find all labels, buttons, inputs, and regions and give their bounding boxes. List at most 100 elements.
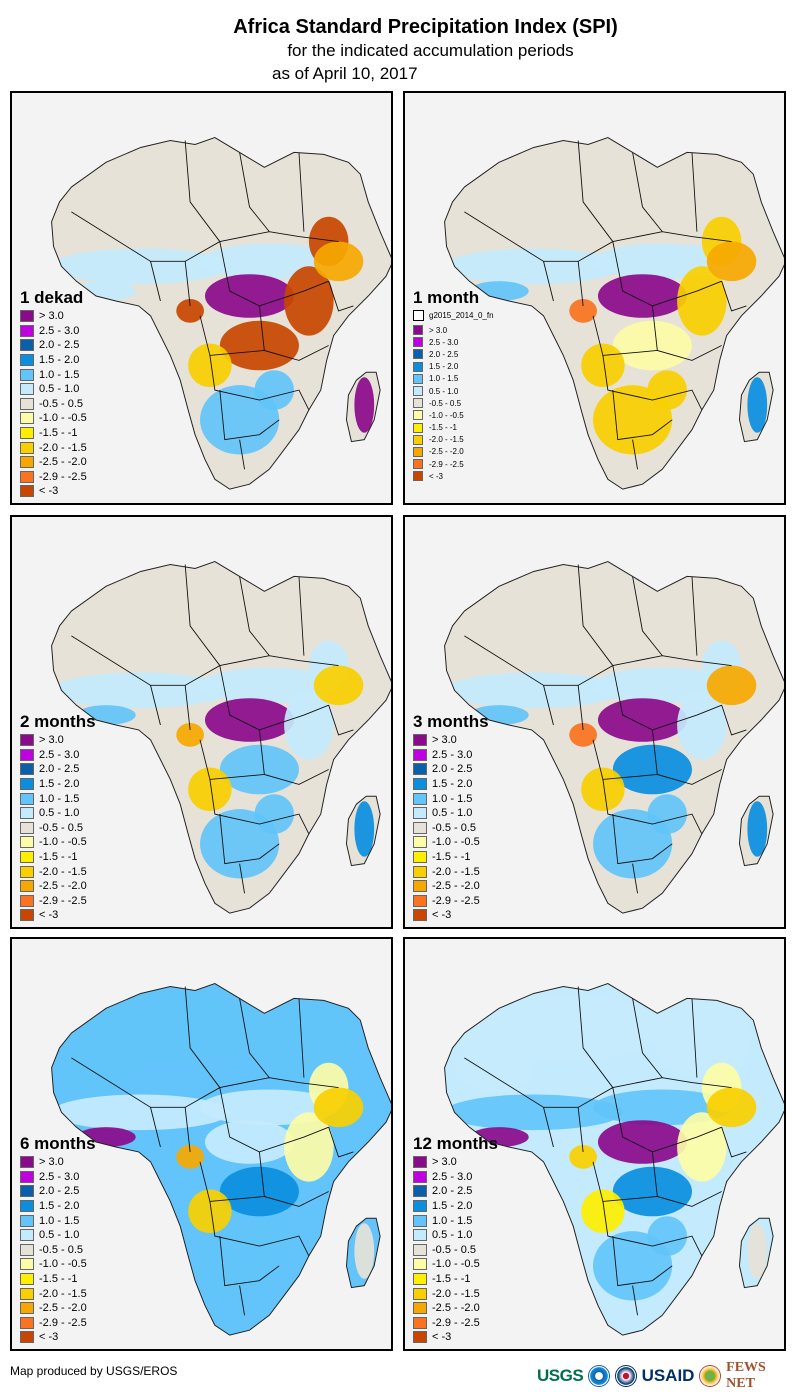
- spi-region-angola: [581, 1189, 625, 1234]
- spi-region-horn: [706, 665, 757, 706]
- spi-region-gabon: [569, 298, 597, 323]
- country-border: [219, 390, 280, 441]
- legend-label: 0.5 - 1.0: [432, 1229, 473, 1242]
- legend: 1 month g2015_2014_0_fn > 3.0 2.5 - 3.0 2.0 …: [413, 289, 494, 482]
- legend-label: -2.9 - -2.5: [429, 459, 464, 469]
- legend-label: 1.0 - 1.5: [39, 1214, 80, 1227]
- legend-swatch: [413, 894, 427, 907]
- legend-swatch: [20, 1331, 34, 1344]
- spi-region-southern: [647, 1216, 688, 1256]
- page-subtitle: for the indicated accumulation periods: [287, 41, 574, 60]
- legend-swatch: [413, 349, 423, 360]
- map-panel-1-dekad: 1 dekad > 3.0 2.5 - 3.0 2.0 - 2.5 1.5 - 2.0 1…: [10, 91, 393, 505]
- legend-item: > 3.0: [20, 309, 87, 324]
- spi-region-sahel: [444, 248, 623, 285]
- legend-item: -0.5 - 0.5: [20, 397, 87, 412]
- spi-region-gabon: [176, 1144, 204, 1169]
- legend-label: -2.0 - -1.5: [39, 865, 87, 878]
- legend-label: 2.5 - 3.0: [432, 1170, 473, 1183]
- legend-label: -2.0 - -1.5: [429, 435, 464, 445]
- legend-swatch: [413, 398, 423, 409]
- country-border: [239, 998, 270, 1078]
- spi-region-north: [454, 1042, 534, 1093]
- legend-item: 0.5 - 1.0: [20, 806, 96, 821]
- legend-label: > 3.0: [429, 325, 448, 335]
- legend-swatch: [20, 368, 34, 381]
- country-border: [721, 705, 747, 736]
- legend-label: 1.0 - 1.5: [432, 792, 473, 805]
- legend-item: -1.5 - -1: [413, 422, 494, 434]
- legend-item: 0.5 - 1.0: [20, 382, 87, 397]
- legend-swatch: [20, 836, 34, 849]
- legend-swatch: [413, 1287, 427, 1300]
- legend-item: > 3.0: [413, 1155, 498, 1170]
- legend-item: 2.0 - 2.5: [413, 348, 494, 360]
- africa-map: [444, 561, 784, 914]
- legend-label: -1.5 - -1: [432, 1273, 471, 1286]
- legend-item: -2.5 - -2.0: [413, 1301, 498, 1316]
- spi-region-madagascar: [354, 801, 375, 857]
- legend-item: -0.5 - 0.5: [413, 1243, 498, 1258]
- country-border: [258, 305, 329, 361]
- legend-item: -2.0 - -1.5: [413, 1286, 498, 1301]
- legend-label: -2.9 - -2.5: [39, 1316, 87, 1329]
- legend-label: -1.0 - -0.5: [432, 1258, 480, 1271]
- country-border: [577, 140, 614, 242]
- legend-swatch: [413, 851, 427, 864]
- spi-region-north: [259, 576, 359, 656]
- spi-region-southern: [254, 370, 295, 410]
- spi-region-east: [284, 690, 334, 760]
- legend-swatch: [20, 1200, 34, 1213]
- country-border: [184, 1107, 191, 1152]
- legend-item: -2.0 - -1.5: [20, 864, 96, 879]
- fewsnet-globe-icon: [699, 1365, 722, 1387]
- legend-swatch: [413, 865, 427, 878]
- legend-swatch: [20, 1302, 34, 1315]
- spi-region-southern: [647, 794, 688, 834]
- legend-label: 2.0 - 2.5: [432, 1185, 473, 1198]
- legend-label: -0.5 - 0.5: [39, 397, 84, 410]
- legend-swatch: [20, 339, 34, 352]
- spi-region-north: [259, 998, 359, 1078]
- credit-text: Map produced by USGS/EROS: [10, 1364, 178, 1378]
- legend-item: -1.0 - -0.5: [413, 1257, 498, 1272]
- country-border: [577, 1107, 584, 1152]
- spi-region-east: [677, 266, 727, 336]
- coastline: [51, 983, 391, 1336]
- legend-label: < -3: [39, 1331, 59, 1344]
- country-border: [651, 305, 722, 361]
- country-border: [184, 261, 191, 306]
- legend-swatch: [20, 909, 34, 922]
- country-border: [184, 986, 221, 1088]
- legend-item: 1.5 - 2.0: [413, 777, 489, 792]
- legend-swatch: [413, 763, 427, 776]
- legend-item: -2.0 - -1.5: [20, 440, 87, 455]
- spi-region-north: [454, 196, 534, 247]
- legend: 12 months > 3.0 2.5 - 3.0 2.0 - 2.5 1.5 - 2.…: [413, 1135, 498, 1345]
- legend-swatch: [20, 865, 34, 878]
- legend-swatch: [413, 1243, 427, 1256]
- legend-label: 1.5 - 2.0: [429, 362, 459, 372]
- map-panel-12-months: 12 months > 3.0 2.5 - 3.0 2.0 - 2.5 1.5 - 2.…: [403, 937, 786, 1351]
- country-border: [199, 1161, 265, 1202]
- legend-item: -1.0 - -0.5: [20, 1257, 96, 1272]
- legend-label: > 3.0: [39, 310, 64, 323]
- africa-map: [51, 983, 391, 1336]
- legend-item: -2.0 - -1.5: [413, 434, 494, 446]
- legend-label: -0.5 - 0.5: [432, 1243, 477, 1256]
- legend-label: 1.5 - 2.0: [432, 778, 473, 791]
- legend-swatch: [413, 1331, 427, 1344]
- spi-region-gabon: [569, 1144, 597, 1169]
- legend-swatch: [20, 821, 34, 834]
- legend-swatch: [413, 325, 423, 336]
- legend-swatch: [20, 324, 34, 337]
- legend-swatch: [20, 427, 34, 440]
- legend-item: 1.0 - 1.5: [20, 1213, 96, 1228]
- legend-swatch: [20, 1185, 34, 1198]
- legend-item: 0.5 - 1.0: [413, 1228, 498, 1243]
- legend-label: > 3.0: [432, 1156, 457, 1169]
- legend-label: < -3: [39, 909, 59, 922]
- spi-region-south-central: [612, 320, 692, 371]
- legend-item: < -3: [20, 484, 87, 499]
- legend-swatch: [413, 1273, 427, 1286]
